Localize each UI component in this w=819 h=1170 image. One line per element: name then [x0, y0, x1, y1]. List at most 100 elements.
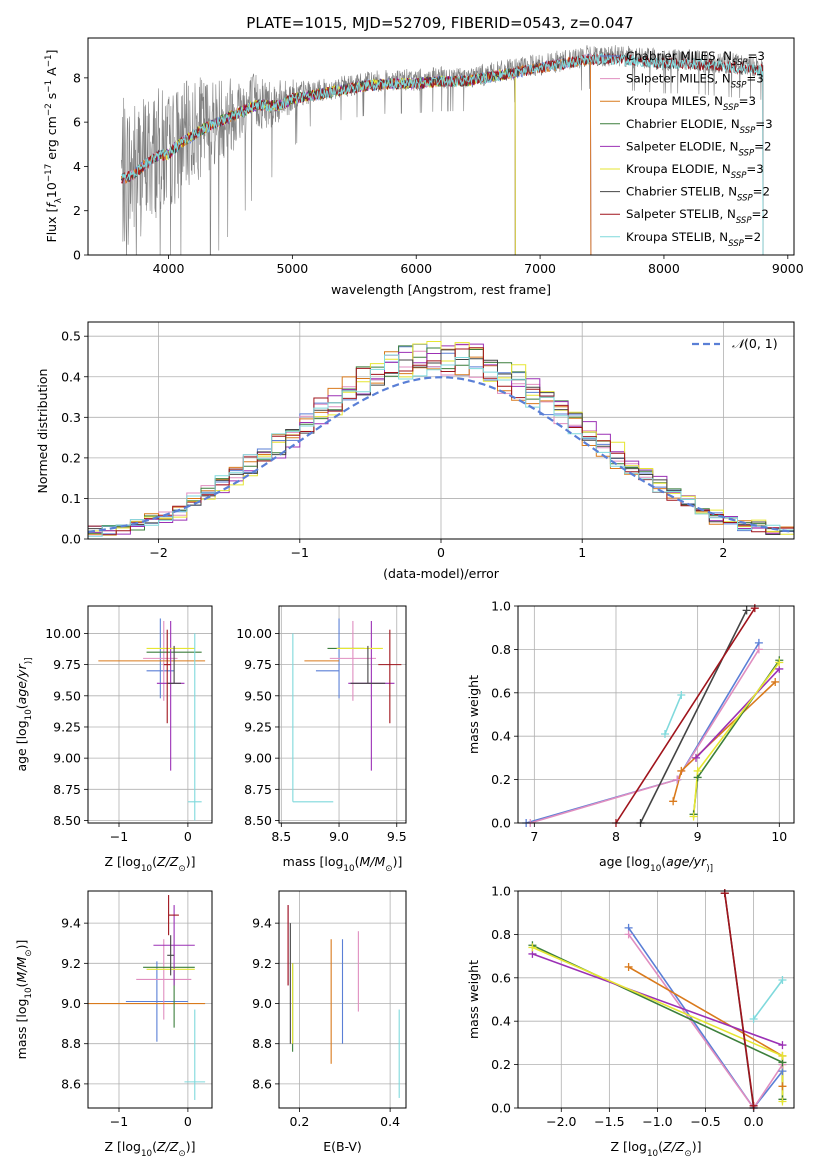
x-axis-label: age [log10(age/yr)] [599, 854, 713, 874]
y-axis-label: mass [log10(M/M⊙)] [14, 940, 34, 1060]
plot-content [88, 322, 794, 539]
legend-text: Salpeter ELODIE, N [626, 139, 738, 153]
label-part: M/M [359, 854, 385, 869]
x-tick-label: 6000 [400, 261, 432, 276]
x-tick-label: 1 [578, 545, 586, 560]
mass-weight-point [673, 775, 682, 784]
legend-text: Kroupa MILES, N [626, 94, 723, 108]
label-part: mass [log [283, 854, 344, 869]
label-part: mass [log [14, 999, 29, 1060]
y-tick-label: 9.50 [53, 688, 81, 703]
y-tick-label: 0.2 [491, 1057, 511, 1072]
y-tick-label: 9.0 [61, 996, 81, 1011]
y-tick-label: 8.50 [244, 813, 272, 828]
label-part: )] [24, 657, 34, 664]
x-tick-label: 2 [719, 545, 727, 560]
legend-suffix: =3 [746, 72, 763, 86]
y-tick-label: 1.0 [491, 884, 511, 899]
label-part: A [44, 67, 59, 80]
y-tick-label: 0.5 [61, 329, 81, 344]
x-tick-label: 0.2 [289, 1114, 309, 1129]
residual-histogram [88, 349, 794, 535]
mass-weight-point [624, 962, 633, 971]
x-tick-label: 8000 [648, 261, 680, 276]
y-tick-label: 8.6 [252, 1076, 272, 1091]
legend-entry: 𝒩(0, 1) [732, 336, 778, 351]
legend-sub: SSP [731, 171, 747, 181]
legend-entry: Kroupa ELODIE, NSSP=3 [626, 162, 764, 181]
y-tick-label: 0.1 [61, 491, 81, 506]
x-axis-label: Z [log10(Z/Z⊙)] [105, 1139, 196, 1159]
axes-frame [87, 605, 213, 824]
y-tick-label: 0.2 [61, 450, 81, 465]
label-part: −17 [44, 164, 54, 182]
legend-suffix: =2 [744, 230, 761, 244]
x-tick-label: −0.5 [690, 1114, 720, 1129]
y-tick-label: 9.00 [53, 751, 81, 766]
mass-weight-point [771, 677, 780, 686]
panels: 4000 5000 6000 7000 8000 900002468wavelength … [14, 37, 804, 1159]
y-tick-label: 9.4 [252, 916, 272, 931]
label-part: age/yr [14, 663, 29, 704]
y-tick-label: 10.00 [236, 626, 272, 641]
mass-weight-point [778, 1041, 787, 1050]
mass-weight-series [615, 607, 756, 823]
x-tick-label: −1 [291, 545, 309, 560]
label-part: 10 [141, 1149, 152, 1159]
legend-suffix: =3 [748, 49, 765, 63]
x-axis-label: mass [log10(M/M⊙)] [283, 854, 403, 874]
legend-text: Kroupa STELIB, N [626, 230, 728, 244]
label-part: −1 [44, 54, 54, 67]
y-axis-label: age [log10(age/yr)] [14, 657, 34, 771]
label-part: ⊙ [684, 1149, 691, 1159]
label-part: 10 [141, 864, 152, 874]
label-part: age/yr [666, 854, 707, 869]
x-axis-label: age [log10(age/yr)] [599, 854, 713, 874]
legend-suffix: =2 [751, 207, 768, 221]
x-tick-label: 8 [612, 829, 620, 844]
mass-weight-series [752, 979, 784, 1020]
panel-residuals: −2 −1 0 1 2 0.0 0.1 0.2 0.3 0.4 0.5 𝒩(0, 1) (data-mo… [35, 321, 795, 581]
label-part: f [44, 202, 59, 208]
legend-text: (0, 1) [744, 336, 778, 351]
legend-sub: SSP [731, 81, 747, 91]
label-part: Z/Z [156, 854, 179, 869]
y-axis-label: age [log10(age/yr)] [14, 657, 34, 771]
x-tick-label: −1 [110, 1114, 128, 1129]
legend-entry: Chabrier STELIB, NSSP=2 [626, 185, 770, 204]
y-tick-label: 0.2 [491, 772, 511, 787]
mass-weight-series [724, 893, 755, 1106]
label-part: ( [355, 854, 360, 869]
mass-weight-point [693, 766, 702, 775]
legend-text: Salpeter STELIB, N [626, 207, 736, 221]
x-tick-label: −2.0 [546, 1114, 576, 1129]
legend-entry: Salpeter ELODIE, NSSP=2 [626, 139, 771, 158]
plot-content [88, 891, 212, 1108]
label-part: Z/Z [662, 1139, 685, 1154]
x-axis-label: Z [log10(Z/Z⊙)] [611, 1139, 702, 1159]
y-tick-label: 8 [73, 70, 81, 85]
legend-sub: SSP [736, 216, 752, 226]
axes-frame [87, 321, 795, 540]
mass-weight-series [664, 694, 683, 735]
gaussian-reference-curve [88, 376, 794, 533]
label-part: 10 [647, 1149, 658, 1159]
x-axis-label: Z [log10(Z/Z⊙)] [105, 1139, 196, 1159]
legend-suffix: =3 [746, 162, 763, 176]
x-tick-label: −1 [110, 829, 128, 844]
y-tick-label: 10.00 [45, 626, 81, 641]
label-part: Z [log [105, 1139, 141, 1154]
x-tick-label: 0.4 [380, 1114, 400, 1129]
mass-weight-point [775, 658, 784, 667]
x-tick-label: 9.0 [329, 829, 349, 844]
mass-weight-point [778, 1097, 787, 1106]
y-axis-label: mass [log10(M/M⊙)] [14, 940, 34, 1060]
label-part: )] [186, 1139, 196, 1154]
label-part: )] [393, 854, 403, 869]
y-tick-label: 9.25 [53, 719, 81, 734]
legend-sub: SSP [723, 103, 739, 113]
y-tick-label: 9.75 [244, 657, 272, 672]
y-tick-label: 0.0 [491, 816, 511, 831]
